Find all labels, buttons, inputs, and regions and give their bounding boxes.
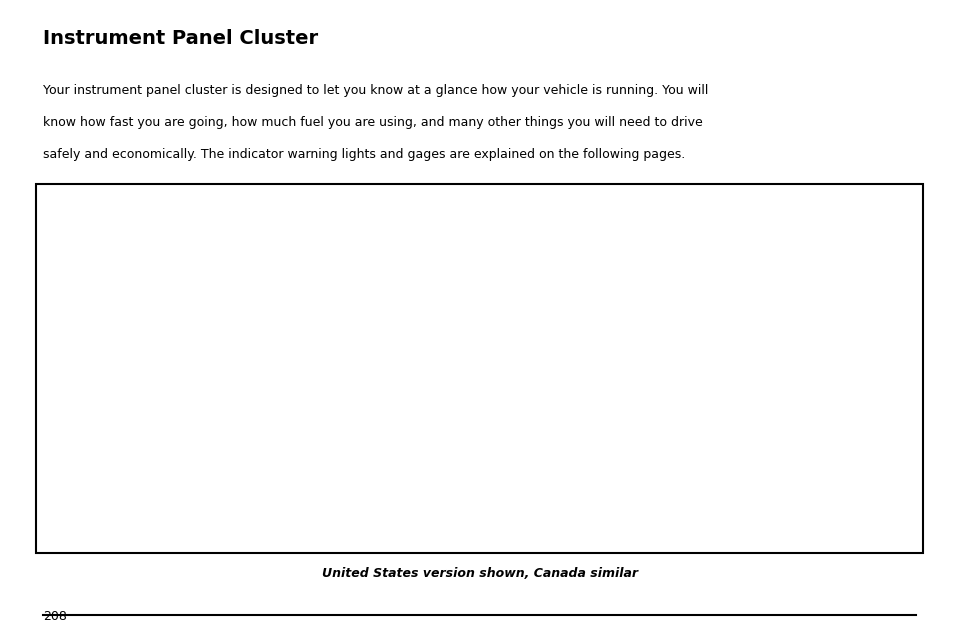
Text: H: H bbox=[639, 367, 646, 377]
Bar bbox=[561, 411, 566, 415]
Text: 180: 180 bbox=[446, 394, 454, 398]
Bar bbox=[513, 417, 517, 422]
Text: 20: 20 bbox=[395, 339, 401, 344]
Bar bbox=[517, 417, 521, 422]
FancyBboxPatch shape bbox=[456, 254, 507, 301]
Circle shape bbox=[300, 343, 365, 409]
Text: 120: 120 bbox=[423, 408, 432, 413]
Bar bbox=[508, 411, 512, 415]
Text: 160: 160 bbox=[442, 399, 450, 403]
Text: 100: 100 bbox=[436, 411, 456, 421]
Bar bbox=[498, 417, 502, 422]
Text: 120: 120 bbox=[449, 394, 470, 404]
Text: O: O bbox=[629, 389, 634, 396]
Bar bbox=[547, 411, 551, 415]
Text: 20: 20 bbox=[384, 391, 394, 399]
Text: 6: 6 bbox=[557, 399, 562, 408]
Text: 7: 7 bbox=[563, 387, 569, 396]
Text: 0: 0 bbox=[382, 378, 387, 387]
Bar bbox=[557, 417, 560, 422]
Text: km/h: km/h bbox=[425, 345, 439, 350]
Bar bbox=[567, 417, 571, 422]
Text: O: O bbox=[323, 391, 328, 396]
Bar bbox=[537, 411, 541, 415]
Bar bbox=[557, 411, 560, 415]
Bar bbox=[498, 411, 502, 415]
Circle shape bbox=[417, 371, 429, 382]
Bar bbox=[391, 354, 397, 358]
Circle shape bbox=[594, 343, 659, 409]
Bar bbox=[488, 417, 493, 422]
Text: know how fast you are going, how much fuel you are using, and many other things : know how fast you are going, how much fu… bbox=[43, 116, 702, 128]
Text: BRAKE: BRAKE bbox=[541, 354, 558, 359]
Text: ⚠: ⚠ bbox=[435, 370, 441, 375]
Circle shape bbox=[329, 373, 336, 380]
Ellipse shape bbox=[371, 289, 479, 434]
Bar bbox=[528, 417, 532, 422]
Bar bbox=[517, 337, 521, 340]
Bar bbox=[542, 411, 546, 415]
Polygon shape bbox=[490, 266, 499, 279]
Text: 2: 2 bbox=[495, 394, 500, 403]
Bar bbox=[512, 340, 528, 349]
Text: P  R  N  D  3  2  1: P R N D 3 2 1 bbox=[353, 406, 464, 415]
Text: 40: 40 bbox=[391, 402, 400, 411]
Bar bbox=[389, 358, 401, 365]
Bar bbox=[503, 417, 507, 422]
Bar bbox=[620, 394, 624, 405]
Bar bbox=[572, 417, 576, 422]
Text: ≡: ≡ bbox=[476, 279, 486, 292]
Text: safely and economically. The indicator warning lights and gages are explained on: safely and economically. The indicator w… bbox=[43, 148, 684, 160]
Bar bbox=[508, 417, 512, 422]
Bar bbox=[522, 411, 527, 415]
Text: F: F bbox=[346, 367, 353, 377]
Text: 60: 60 bbox=[402, 414, 416, 424]
Bar bbox=[522, 417, 527, 422]
Bar bbox=[567, 411, 571, 415]
Bar bbox=[533, 417, 537, 422]
Circle shape bbox=[521, 373, 532, 384]
Text: 1: 1 bbox=[488, 378, 494, 387]
Text: 4: 4 bbox=[526, 417, 532, 426]
Polygon shape bbox=[463, 266, 472, 279]
Text: 208: 208 bbox=[43, 611, 67, 623]
Text: 140: 140 bbox=[436, 404, 443, 408]
Bar bbox=[494, 417, 497, 422]
Text: Your instrument panel cluster is designed to let you know at a glance how your v: Your instrument panel cluster is designe… bbox=[43, 84, 707, 97]
Text: 5: 5 bbox=[542, 413, 548, 422]
Bar bbox=[503, 411, 507, 415]
Bar bbox=[513, 411, 517, 415]
Text: 3: 3 bbox=[510, 411, 516, 420]
Bar bbox=[547, 417, 551, 422]
Text: 60: 60 bbox=[394, 386, 398, 391]
Bar bbox=[528, 411, 532, 415]
Bar bbox=[335, 392, 343, 401]
Text: MPH: MPH bbox=[416, 339, 430, 344]
Bar bbox=[533, 411, 537, 415]
Text: Instrument Panel Cluster: Instrument Panel Cluster bbox=[43, 29, 317, 48]
Text: ⚠: ⚠ bbox=[401, 363, 409, 371]
Bar bbox=[572, 411, 576, 415]
Bar bbox=[552, 411, 556, 415]
Polygon shape bbox=[330, 395, 335, 401]
Text: 80: 80 bbox=[420, 418, 435, 428]
Text: 80: 80 bbox=[400, 397, 406, 401]
Text: 100: 100 bbox=[411, 406, 418, 410]
Bar bbox=[552, 417, 556, 422]
Bar bbox=[537, 417, 541, 422]
Bar bbox=[494, 411, 497, 415]
Bar bbox=[542, 417, 546, 422]
Text: United States version shown, Canada similar: United States version shown, Canada simi… bbox=[321, 567, 638, 580]
Bar bbox=[561, 417, 566, 422]
Text: RPM x 1000: RPM x 1000 bbox=[517, 330, 550, 335]
Text: 40: 40 bbox=[391, 349, 397, 353]
Bar bbox=[517, 411, 521, 415]
Bar bbox=[488, 411, 493, 415]
Ellipse shape bbox=[476, 289, 584, 434]
Circle shape bbox=[622, 373, 630, 380]
